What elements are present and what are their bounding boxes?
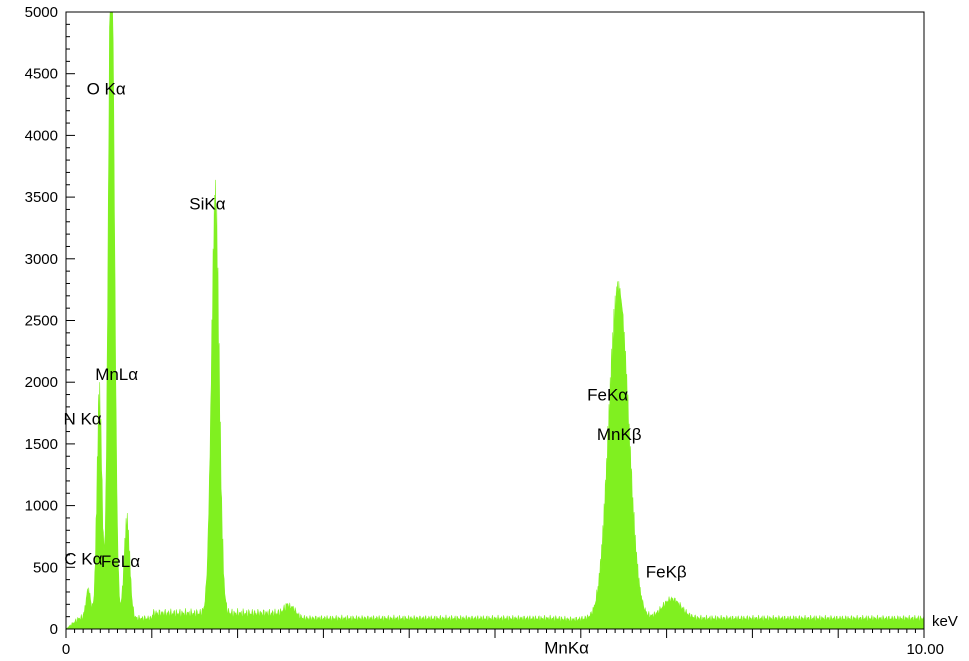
y-axis: 0 500 1000 1500 2000 2500 3000 3500 4000 4500 5000 — [25, 4, 75, 638]
y-tick-label: 0 — [50, 621, 58, 638]
peak-label: FeKα — [587, 385, 628, 404]
peak-label: MnKα — [544, 639, 589, 658]
y-tick-label: 3500 — [25, 189, 58, 206]
peak-label: N Kα — [63, 410, 101, 429]
x-tick-label: 0 — [62, 641, 70, 658]
x-axis: 0 10.00 — [62, 629, 944, 658]
spectrum-area-group — [65, 11, 925, 630]
x-unit-label: keV — [932, 613, 958, 630]
spectrum-area — [65, 11, 925, 630]
peak-label: FeLα — [101, 552, 140, 571]
peak-label: C Kα — [64, 550, 102, 569]
plot-frame — [65, 11, 925, 630]
peak-label: SiKα — [189, 195, 225, 214]
y-tick-label: 3000 — [25, 251, 58, 268]
peak-label: FeKβ — [646, 562, 687, 581]
y-tick-label: 1000 — [25, 498, 58, 515]
peak-labels: C Kα N Kα O Kα MnLα FeLα SiKα MnKα FeKα MnKβ FeKβ — [63, 79, 686, 657]
y-tick-label: 500 — [33, 559, 58, 576]
peak-label: MnLα — [95, 365, 138, 384]
plot-border — [65, 11, 925, 630]
y-tick-label: 5000 — [25, 4, 58, 21]
y-tick-label: 1500 — [25, 436, 58, 453]
y-tick-label: 2500 — [25, 313, 58, 330]
y-tick-label: 4000 — [25, 127, 58, 144]
x-tick-label: 10.00 — [906, 641, 944, 658]
y-tick-label: 2000 — [25, 374, 58, 391]
peak-label: MnKβ — [597, 425, 642, 444]
y-tick-label: 4500 — [25, 66, 58, 83]
peak-label: O Kα — [87, 79, 126, 98]
